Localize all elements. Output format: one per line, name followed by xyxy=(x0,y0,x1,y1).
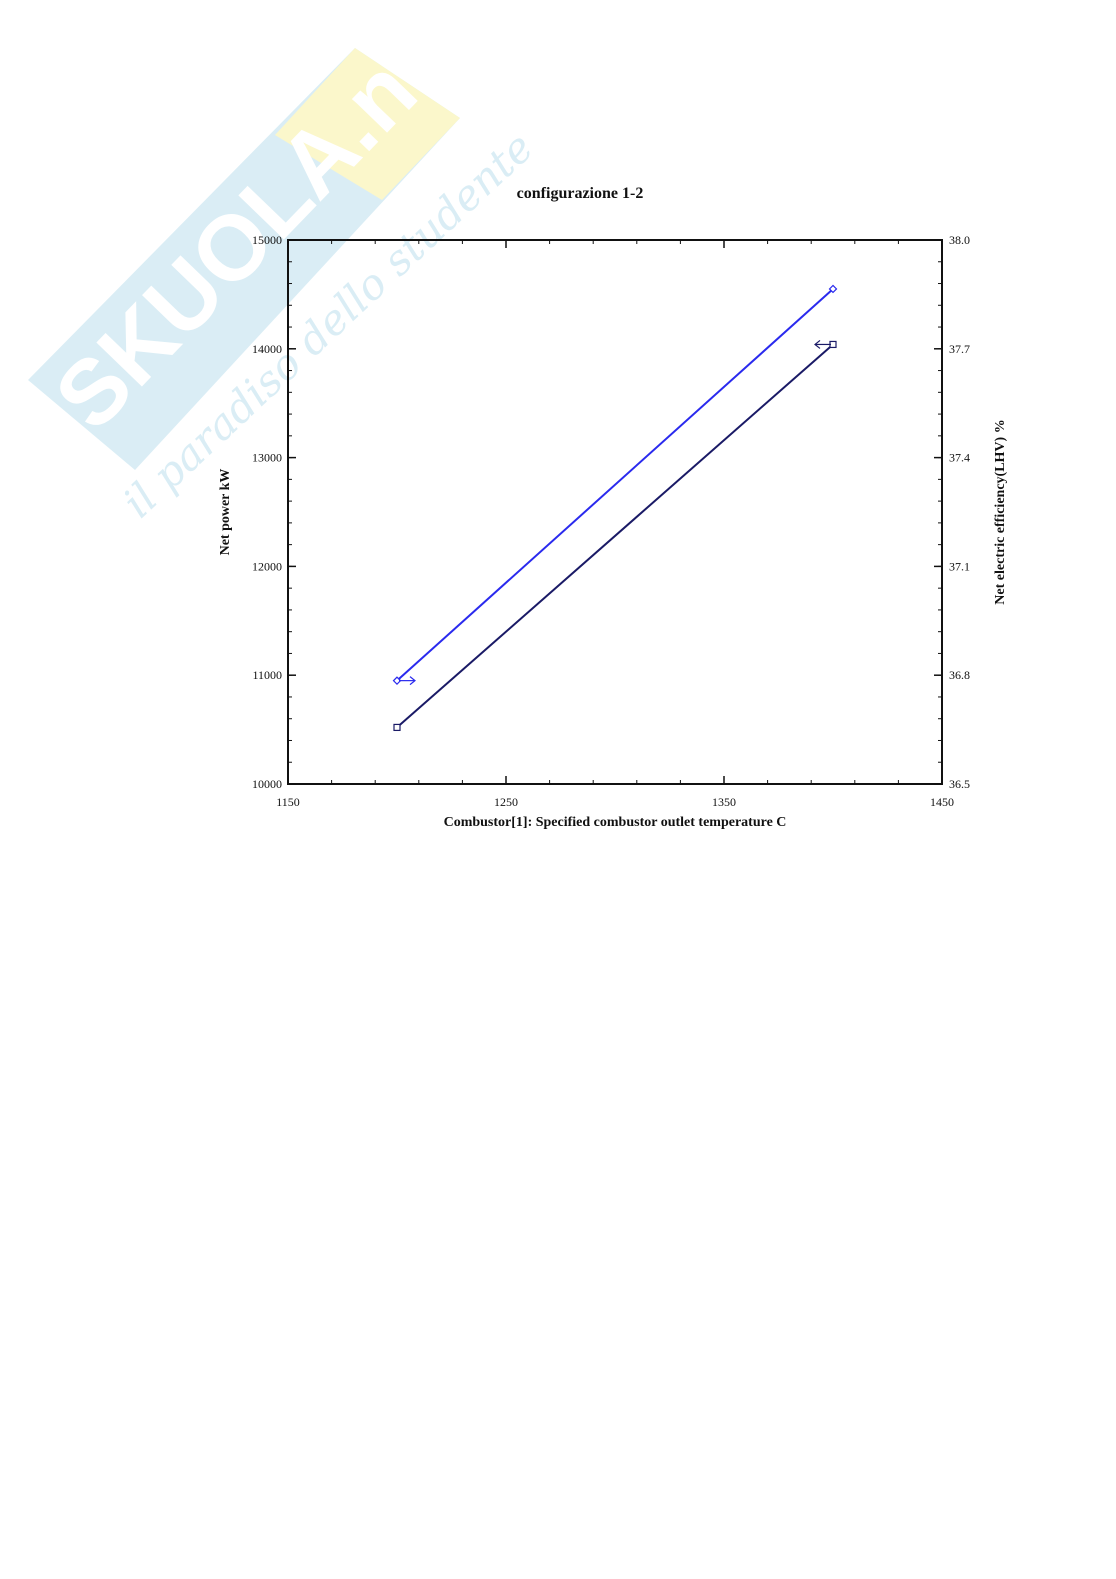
plot-frame xyxy=(287,239,943,785)
efficiency-marker xyxy=(392,676,402,685)
watermark-accent-panel xyxy=(275,48,460,200)
x-axis-label: Combustor[1]: Specified combustor outlet… xyxy=(444,815,787,830)
x-tick-label: 1350 xyxy=(712,795,736,809)
series-group xyxy=(392,284,838,732)
x-axis-ticks: 1150 1250 1350 1450 xyxy=(276,240,954,809)
axis-indicator-arrowhead xyxy=(409,676,416,686)
minor-ticks xyxy=(288,240,942,784)
y-axis-label: Net power kW xyxy=(218,469,233,556)
net-power-marker xyxy=(393,723,401,732)
y-tick-label: 10000 xyxy=(252,777,282,791)
y2-axis-ticks: 36.5 36.8 37.1 37.4 37.7 38.0 xyxy=(934,233,970,791)
x-tick-label: 1450 xyxy=(930,795,954,809)
y-tick-label: 12000 xyxy=(252,559,282,573)
y-tick-label: 15000 xyxy=(252,233,282,247)
chart-title: configurazione 1-2 xyxy=(517,185,644,202)
axis-indicator-arrowhead xyxy=(814,339,821,349)
x-tick-label: 1150 xyxy=(276,795,300,809)
y2-axis-label: Net electric efficiency(LHV) % xyxy=(993,419,1008,604)
efficiency-marker xyxy=(828,284,838,294)
y2-tick-label: 37.1 xyxy=(949,559,970,573)
y2-tick-label: 37.4 xyxy=(949,451,970,465)
y2-tick-label: 37.7 xyxy=(949,342,970,356)
y-tick-label: 11000 xyxy=(252,668,282,682)
y-tick-label: 13000 xyxy=(252,451,282,465)
y2-tick-label: 38.0 xyxy=(949,233,970,247)
x-tick-label: 1250 xyxy=(494,795,518,809)
y2-tick-label: 36.5 xyxy=(949,777,970,791)
y2-tick-label: 36.8 xyxy=(949,668,970,682)
y-tick-label: 14000 xyxy=(252,342,282,356)
y-axis-ticks: 10000 11000 12000 13000 14000 15000 xyxy=(252,233,296,791)
net-power-series-line xyxy=(396,343,834,729)
efficiency-series-line xyxy=(396,288,834,682)
